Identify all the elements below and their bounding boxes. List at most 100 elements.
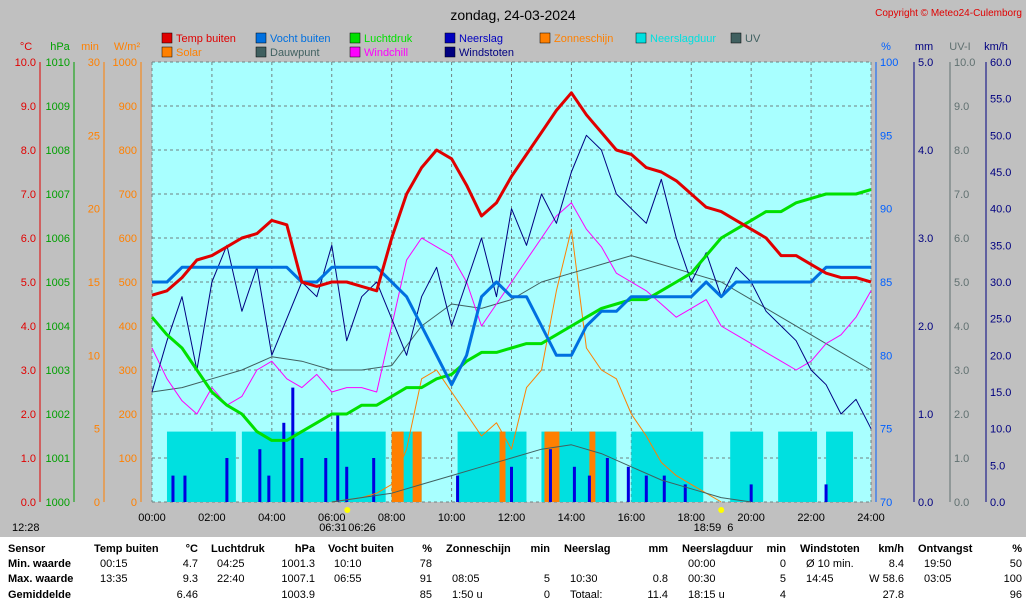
table-column: Ontvangst% 19:50 50 03:05 100 96 (912, 537, 1024, 608)
neerslag-bar (456, 475, 460, 502)
right-axis-tick: 5.0 (990, 460, 1005, 472)
right-axis-tick: 10.0 (954, 57, 975, 69)
row-label-min: Min. waarde (8, 558, 71, 570)
left-axis-tick: 0 (131, 497, 137, 509)
right-axis-tick: 2.0 (918, 321, 933, 333)
zonneschijn-block (499, 431, 506, 502)
left-axis-tick: 1003 (46, 365, 70, 377)
table-column: Vocht buiten% 10:10 78 06:55 91 85 (322, 537, 434, 608)
neerslag-bar (824, 484, 828, 502)
right-axis-tick: 25.0 (990, 314, 1011, 326)
right-axis-tick: 85 (880, 277, 892, 289)
right-axis-tick: 60.0 (990, 57, 1011, 69)
cell-time: 22:40 (217, 573, 245, 585)
neerslag-bar (291, 387, 295, 502)
left-axis-unit: °C (20, 41, 32, 53)
right-axis-tick: 0.0 (918, 497, 933, 509)
vocht-line (152, 265, 871, 387)
right-axis-tick: 80 (880, 350, 892, 362)
left-axis-tick: 1004 (46, 321, 70, 333)
left-axis-tick: 5 (94, 424, 100, 436)
x-tick-label: 16:00 (618, 512, 646, 524)
neerslag-bar (662, 475, 666, 502)
summary-table: Sensor Min. waarde Max. waarde Gemiddeld… (0, 537, 1026, 608)
cell-value: 6.46 (176, 589, 198, 601)
left-axis-tick: 0 (94, 497, 100, 509)
legend-swatch (444, 46, 456, 58)
cell-time: 00:30 (688, 573, 716, 585)
chart-title: zondag, 24-03-2024 (450, 7, 576, 23)
left-axis-tick: 1000 (46, 497, 70, 509)
left-axis-tick: 900 (119, 101, 137, 113)
column-unit: min (530, 543, 550, 555)
legend-swatch (255, 32, 267, 44)
left-axis-tick: 400 (119, 321, 137, 333)
table-column: Neerslagduur min 00:00 0 00:30 5 18:15 u 4 (676, 537, 788, 608)
column-title: Temp buiten (94, 543, 159, 555)
left-axis-tick: 8.0 (21, 145, 36, 157)
left-axis-tick: 4.0 (21, 321, 36, 333)
column-title: Vocht buiten (328, 543, 394, 555)
column-title: Luchtdruk (211, 543, 265, 555)
table-column: Zonneschijn min 08:05 5 1:50 u 0 (440, 537, 552, 608)
right-axis-tick: 2.0 (954, 409, 969, 421)
x-tick-label: 20:00 (737, 512, 765, 524)
sunset-marker (718, 507, 725, 513)
row-label-avg: Gemiddelde (8, 589, 71, 601)
cell-time: 08:05 (452, 573, 480, 585)
luchtdruk-line (150, 188, 872, 442)
right-axis-tick: 100 (880, 57, 898, 69)
neerslag-bar (587, 475, 591, 502)
cell-value: 50 (1009, 558, 1022, 570)
cell-value: 85 (419, 589, 432, 601)
right-axis-tick: 0.0 (954, 497, 969, 509)
x-tick-label: 18:00 (677, 512, 705, 524)
neerslag-bar (644, 475, 648, 502)
neerslag-bar (548, 449, 552, 502)
cell-time: 13:35 (100, 573, 128, 585)
neerslag-bar (171, 475, 175, 502)
column-unit: % (1012, 543, 1022, 555)
neerslag-bar (225, 458, 229, 502)
x-tick-label: 12:00 (498, 512, 526, 524)
left-axis-tick: 1008 (46, 145, 70, 157)
cell-value: 0 (779, 558, 786, 570)
left-axis-tick: 1009 (46, 101, 70, 113)
legend-swatch (730, 32, 742, 44)
right-axis-tick: 0.0 (990, 497, 1005, 509)
left-axis-tick: 1000 (113, 57, 137, 69)
neerslag-bar (510, 466, 513, 502)
left-axis-tick: 9.0 (21, 101, 36, 113)
right-axis-tick: 5.0 (954, 277, 969, 289)
column-unit: hPa (294, 543, 315, 555)
left-axis-unit: min (81, 41, 99, 53)
legend-label: Solar (176, 47, 202, 59)
left-axis-tick: 5.0 (21, 277, 36, 289)
x-tick-label: 00:00 (138, 512, 166, 524)
neerslag-bar (300, 458, 304, 502)
neerslagduur-block (631, 431, 704, 502)
cell-value: 96 (1009, 589, 1022, 601)
legend-label: Neerslag (459, 33, 503, 45)
right-axis-tick: 75 (880, 424, 892, 436)
right-axis-tick: 70 (880, 497, 892, 509)
left-axis-tick: 2.0 (21, 409, 36, 421)
column-unit: min (766, 543, 786, 555)
table-column: Neerslag mm 10:30 0.8 Totaal: 11.4 (558, 537, 670, 608)
x-tick-label: 10:00 (438, 512, 466, 524)
column-unit: mm (648, 543, 668, 555)
x-tick-label: 02:00 (198, 512, 226, 524)
right-axis-tick: 3.0 (954, 365, 969, 377)
right-axis-tick: 15.0 (990, 387, 1011, 399)
right-axis-tick: 40.0 (990, 204, 1011, 216)
cell-time: 00:15 (100, 558, 128, 570)
right-axis-tick: 50.0 (990, 130, 1011, 142)
cell-value: 4 (779, 589, 786, 601)
right-axis-unit: km/h (984, 41, 1008, 53)
legend-swatch (444, 32, 456, 44)
cell-value: 27.8 (882, 589, 904, 601)
solar-line (331, 228, 722, 503)
left-axis-tick: 100 (119, 453, 137, 465)
row-labels: Sensor Min. waarde Max. waarde Gemiddeld… (0, 537, 90, 608)
right-axis-tick: 35.0 (990, 240, 1011, 252)
